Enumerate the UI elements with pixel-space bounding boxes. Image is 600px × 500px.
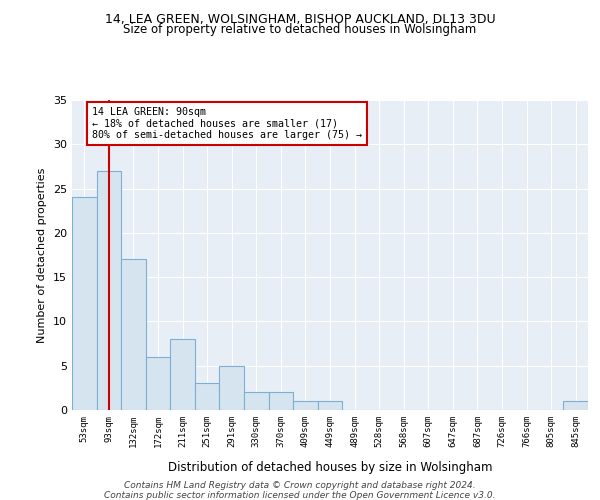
Bar bbox=[269, 392, 293, 410]
Bar bbox=[170, 339, 195, 410]
Text: 14, LEA GREEN, WOLSINGHAM, BISHOP AUCKLAND, DL13 3DU: 14, LEA GREEN, WOLSINGHAM, BISHOP AUCKLA… bbox=[104, 12, 496, 26]
Text: 14 LEA GREEN: 90sqm
← 18% of detached houses are smaller (17)
80% of semi-detach: 14 LEA GREEN: 90sqm ← 18% of detached ho… bbox=[92, 107, 362, 140]
Bar bbox=[220, 366, 244, 410]
Y-axis label: Number of detached properties: Number of detached properties bbox=[37, 168, 47, 342]
Text: Size of property relative to detached houses in Wolsingham: Size of property relative to detached ho… bbox=[124, 22, 476, 36]
Bar bbox=[72, 198, 97, 410]
Bar bbox=[195, 384, 220, 410]
Bar bbox=[244, 392, 269, 410]
Bar bbox=[97, 171, 121, 410]
Bar bbox=[563, 401, 588, 410]
Bar bbox=[121, 260, 146, 410]
Text: Distribution of detached houses by size in Wolsingham: Distribution of detached houses by size … bbox=[168, 461, 492, 474]
Text: Contains public sector information licensed under the Open Government Licence v3: Contains public sector information licen… bbox=[104, 490, 496, 500]
Bar bbox=[146, 357, 170, 410]
Text: Contains HM Land Registry data © Crown copyright and database right 2024.: Contains HM Land Registry data © Crown c… bbox=[124, 482, 476, 490]
Bar bbox=[293, 401, 318, 410]
Bar bbox=[318, 401, 342, 410]
